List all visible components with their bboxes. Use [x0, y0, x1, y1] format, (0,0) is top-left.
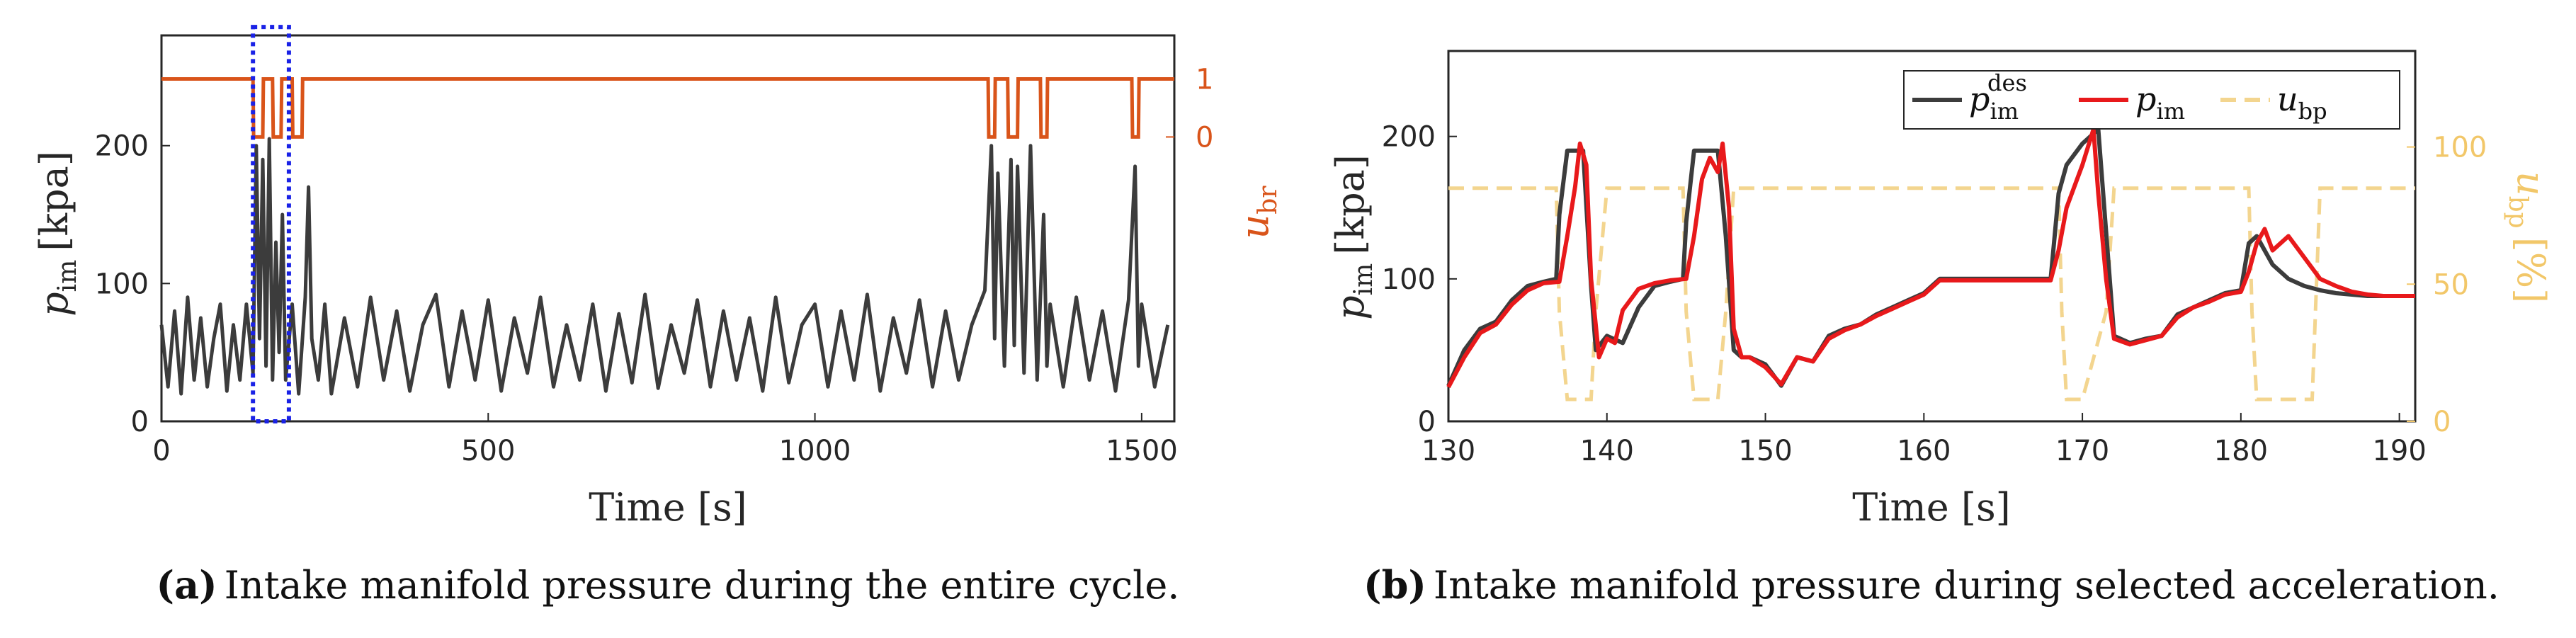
chart-a-y2tick-label: 1	[1196, 63, 1213, 96]
chart-a-ytick-label: 100	[95, 268, 149, 300]
chart-b-xtick-label: 180	[2214, 435, 2268, 467]
chart-a-caption: (a) Intake manifold pressure during the e…	[157, 562, 1180, 608]
chart-a-xlabel: Time [s]	[589, 485, 747, 530]
chart-b-y2label: ubp[%]	[2503, 171, 2553, 303]
legend-label-u-bp: ubp	[2277, 80, 2327, 125]
chart-a-series	[159, 25, 1174, 424]
legend-label-p-im-des: pimdes	[1969, 69, 2027, 125]
chart-a-ticks: 0 500 1000 1500 0 100 200 0 1	[95, 63, 1214, 467]
chart-a-xtick-label: 1500	[1106, 435, 1178, 467]
chart-b-xtick-label: 140	[1580, 435, 1634, 467]
chart-b-y2tick-label: 0	[2433, 406, 2451, 438]
chart-b-y2tick-label: 50	[2433, 268, 2469, 301]
series-p-im-b	[1446, 127, 2415, 389]
chart-a-xtick-label: 500	[461, 435, 515, 467]
chart-a-ytick-label: 200	[95, 130, 149, 163]
chart-b-xtick-label: 170	[2055, 435, 2109, 467]
chart-a-xtick-label: 0	[152, 435, 170, 467]
chart-b-plot-frame	[1447, 50, 2417, 423]
chart-b-ytick-label: 100	[1382, 263, 1436, 296]
chart-b-xlabel: Time [s]	[1852, 485, 2010, 530]
series-u-br	[161, 77, 1174, 139]
chart-a: 0 500 1000 1500 0 100 200 0 1 pim[kpa] ubr Time …	[32, 25, 1283, 608]
chart-b-ytick-label: 0	[1418, 406, 1436, 438]
chart-b-xtick-label: 150	[1738, 435, 1792, 467]
chart-a-y2label: ubr	[1232, 186, 1283, 239]
chart-a-ytick-label: 0	[131, 406, 149, 438]
legend-label-p-im: pim	[2135, 80, 2185, 125]
chart-b-y2tick-label: 100	[2433, 132, 2487, 164]
chart-b-ytick-label: 200	[1382, 121, 1436, 154]
chart-a-xtick-label: 1000	[779, 435, 851, 467]
highlight-box	[251, 25, 291, 424]
chart-b-ylabel: pim[kpa]	[1328, 154, 1378, 320]
chart-b-xtick-label: 160	[1897, 435, 1951, 467]
chart-a-plot-frame	[160, 34, 1176, 423]
chart-a-ylabel: pim[kpa]	[32, 151, 82, 317]
chart-b-legend-box	[1903, 70, 2400, 130]
chart-b-xtick-label: 130	[1422, 435, 1475, 467]
chart-b-legend: pimdes pim ubp	[1903, 69, 2400, 130]
chart-b-series	[1446, 127, 2415, 401]
chart-a-y2tick-label: 0	[1196, 121, 1213, 154]
chart-b-caption: (b) Intake manifold pressure during selec…	[1363, 562, 2500, 608]
chart-b-xtick-label: 190	[2372, 435, 2426, 467]
series-u-bp	[1448, 186, 2415, 401]
series-p-im	[159, 137, 1170, 396]
